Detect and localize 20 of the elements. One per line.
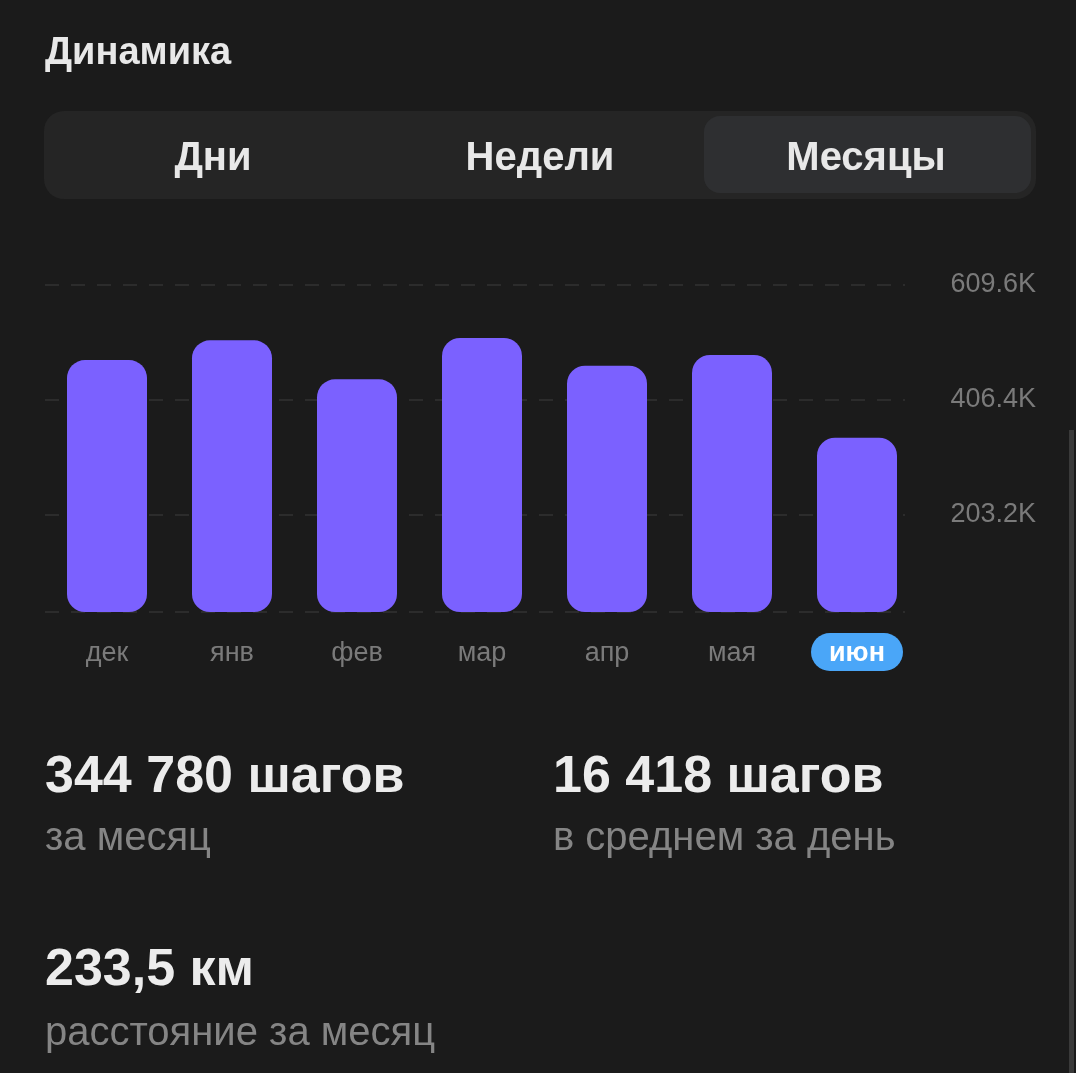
x-tick-label: апр xyxy=(584,637,630,667)
y-tick-label: 609.6K xyxy=(950,268,1036,299)
text: Месяцы xyxy=(786,134,946,178)
text: 233,5 км xyxy=(45,938,255,996)
text: 16 418 шагов xyxy=(553,745,884,803)
text: Дни xyxy=(174,134,252,178)
x-tick-label: фев xyxy=(331,637,383,667)
text: 344 780 шагов xyxy=(45,745,405,803)
x-tick-label: июн xyxy=(829,637,885,667)
x-tick-label: мая xyxy=(707,637,757,667)
text: за месяц xyxy=(45,814,212,858)
chart-title: Динамика xyxy=(45,30,233,72)
text: Недели xyxy=(465,134,615,178)
x-tick-label: мар xyxy=(457,637,507,667)
text: в среднем за день xyxy=(553,814,896,858)
x-tick-label: янв xyxy=(210,637,254,667)
text: расстояние за месяц xyxy=(45,1009,436,1053)
y-tick-label: 406.4K xyxy=(950,383,1036,414)
x-tick-label: дек xyxy=(85,637,129,667)
y-tick-label: 203.2K xyxy=(950,498,1036,529)
